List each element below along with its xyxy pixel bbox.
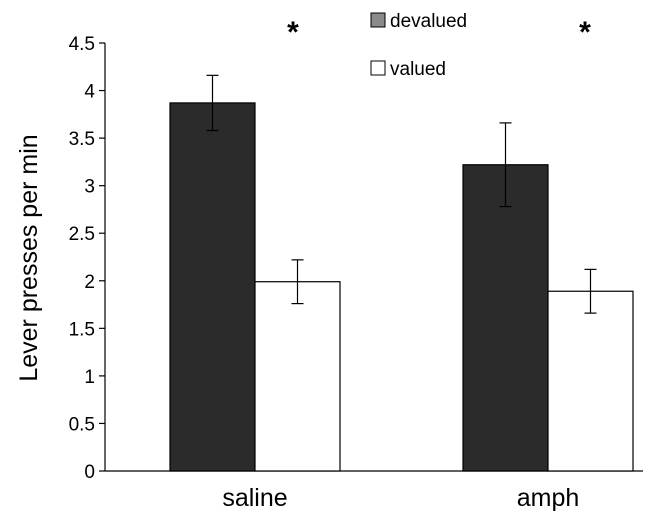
x-category-label: amph [517,484,580,512]
y-tick-label: 0 [84,462,95,483]
legend-label-valued: valued [390,59,446,80]
bar-valued-amph [547,290,634,472]
y-tick-label: 4 [84,82,95,103]
y-tick-label: 1.5 [69,319,95,340]
y-tick-label: 4.5 [69,34,95,55]
bar-devalued-saline [169,102,256,472]
bar-valued-saline [254,281,341,472]
significance-star-saline: * [287,16,299,49]
y-tick-label: 3 [84,177,95,198]
plot-area: 0 0.5 1 1.5 2 2.5 3 3.5 4 4.5 saline amph [69,34,643,512]
y-tick-label: 0.5 [69,414,95,435]
x-category-label: saline [222,484,287,512]
y-tick-label: 3.5 [69,129,95,150]
legend-label-devalued: devalued [390,11,467,32]
bar-devalued-amph [462,164,549,472]
y-tick-label: 2 [84,272,95,293]
legend-swatch-valued [370,60,386,76]
legend: devalued valued [370,11,467,80]
y-tick-label: 1 [84,367,95,388]
y-tick-label: 2.5 [69,224,95,245]
y-axis-title: Lever presses per min [15,134,43,381]
legend-swatch-devalued [370,12,386,28]
significance-star-amph: * [579,16,591,49]
